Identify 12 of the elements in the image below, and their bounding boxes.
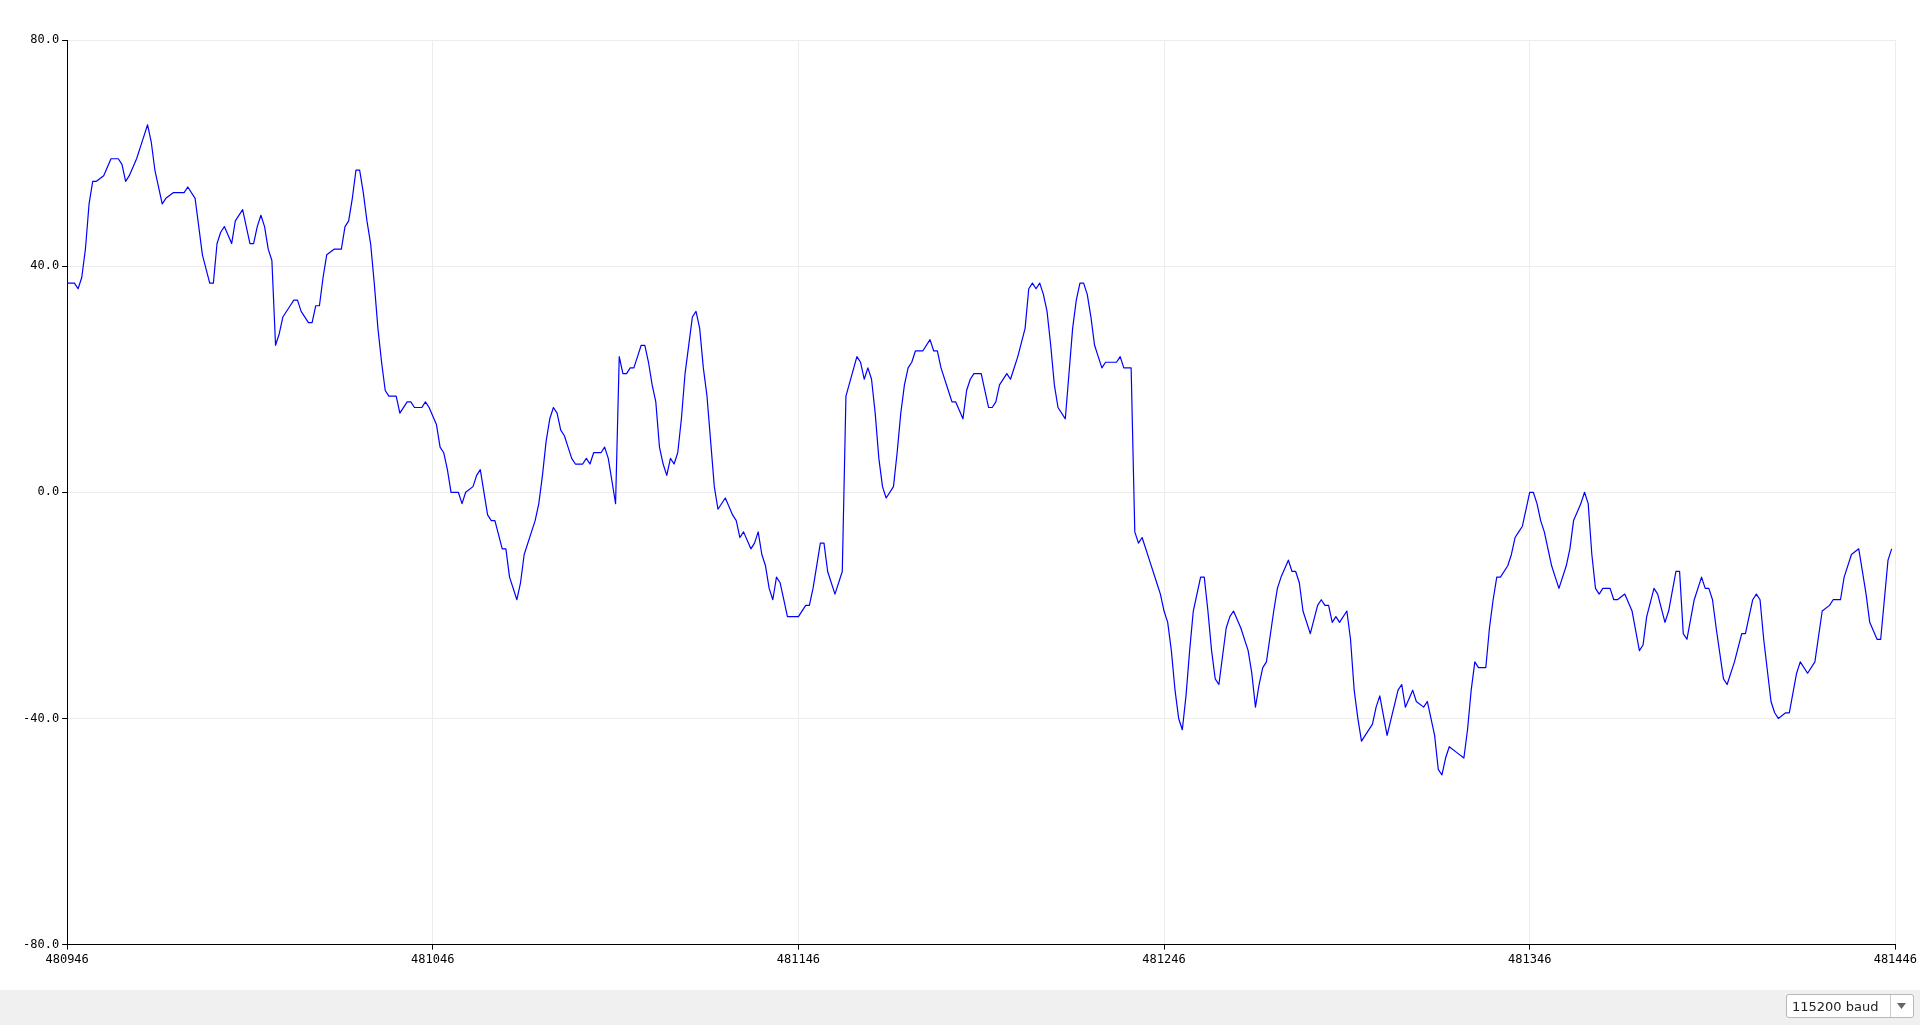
x-tick-label: 481146: [776, 951, 821, 966]
x-tick-label: 481246: [1142, 951, 1186, 966]
y-tick-label: -80.0: [23, 936, 60, 951]
x-tick-label: 481446: [1873, 951, 1918, 966]
x-tick-label: 480946: [45, 951, 89, 966]
x-tick-label: 481346: [1508, 951, 1552, 966]
y-tick-label: 40.0: [30, 258, 60, 273]
baud-rate-dropdown: 115200 baud: [1786, 994, 1914, 1018]
y-tick-label: 80.0: [30, 32, 60, 47]
y-tick-label: -40.0: [23, 710, 60, 725]
y-tick-label: 0.0: [37, 484, 60, 499]
x-tick-label: 481046: [411, 951, 455, 966]
